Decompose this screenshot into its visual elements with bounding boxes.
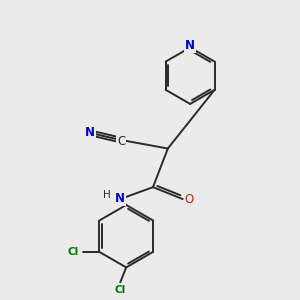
Text: Cl: Cl [68, 247, 79, 257]
Text: C: C [117, 135, 125, 148]
Text: O: O [184, 193, 194, 206]
Text: N: N [185, 40, 195, 52]
Text: Cl: Cl [115, 285, 126, 295]
Text: H: H [103, 190, 111, 200]
Text: N: N [85, 126, 95, 139]
Text: N: N [115, 192, 125, 205]
